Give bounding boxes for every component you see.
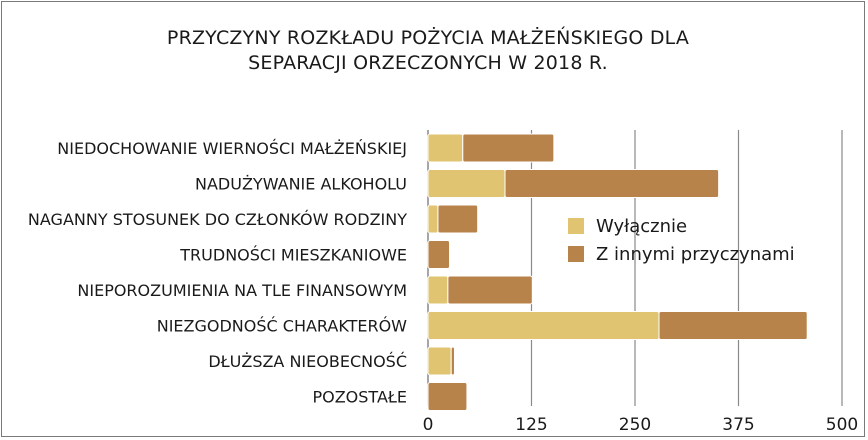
bar-segment-z-innymi <box>658 311 808 340</box>
legend-label: Z innymi przyczynami <box>596 244 795 265</box>
bar-segment-z-innymi <box>447 275 533 305</box>
category-label: POZOSTAŁE <box>312 388 407 407</box>
bar-segment-z-innymi <box>427 240 451 269</box>
legend-swatch <box>568 218 584 234</box>
chart-title-line-2: SEPARACJI ORZECZONYCH W 2018 R. <box>248 52 608 74</box>
bar-segment-wylacznie <box>427 311 660 340</box>
x-tick-label: 0 <box>423 415 434 435</box>
bar-segment-z-innymi <box>427 382 468 411</box>
bar-segment-wylacznie <box>427 204 439 234</box>
chart-title: PRZYCZYNY ROZKŁADU POŻYCIA MAŁŻEŃSKIEGO … <box>0 26 856 76</box>
category-label: NIEZGODNOŚĆ CHARAKTERÓW <box>157 317 407 336</box>
bar-segment-wylacznie <box>427 133 464 163</box>
bar-segment-wylacznie <box>427 275 449 305</box>
bar-segment-wylacznie <box>427 346 452 376</box>
bar-segment-z-innymi <box>504 169 720 198</box>
bar-segment-z-innymi <box>437 204 479 234</box>
bar-segment-z-innymi <box>450 346 455 376</box>
chart-title-line-1: PRZYCZYNY ROZKŁADU POŻYCIA MAŁŻEŃSKIEGO … <box>166 27 690 49</box>
category-label: NIEPOROZUMIENIA NA TLE FINANSOWYM <box>77 281 407 300</box>
legend-label: Wyłącznie <box>596 216 687 237</box>
bar-segment-wylacznie <box>427 169 506 198</box>
category-label: NIEDOCHOWANIE WIERNOŚCI MAŁŻEŃSKIEJ <box>57 139 407 158</box>
x-tick-label: 250 <box>619 415 651 435</box>
category-label: NAGANNY STOSUNEK DO CZŁONKÓW RODZINY <box>28 210 407 229</box>
legend-swatch <box>568 246 584 262</box>
bar-segment-z-innymi <box>462 133 555 163</box>
category-label: NADUŻYWANIE ALKOHOLU <box>195 175 407 194</box>
x-tick-label: 375 <box>722 415 754 435</box>
category-label: TRUDNOŚCI MIESZKANIOWE <box>179 246 407 265</box>
x-tick-label: 125 <box>515 415 547 435</box>
x-tick-label: 500 <box>826 415 858 435</box>
category-label: DŁUŻSZA NIEOBECNOŚĆ <box>208 352 407 371</box>
